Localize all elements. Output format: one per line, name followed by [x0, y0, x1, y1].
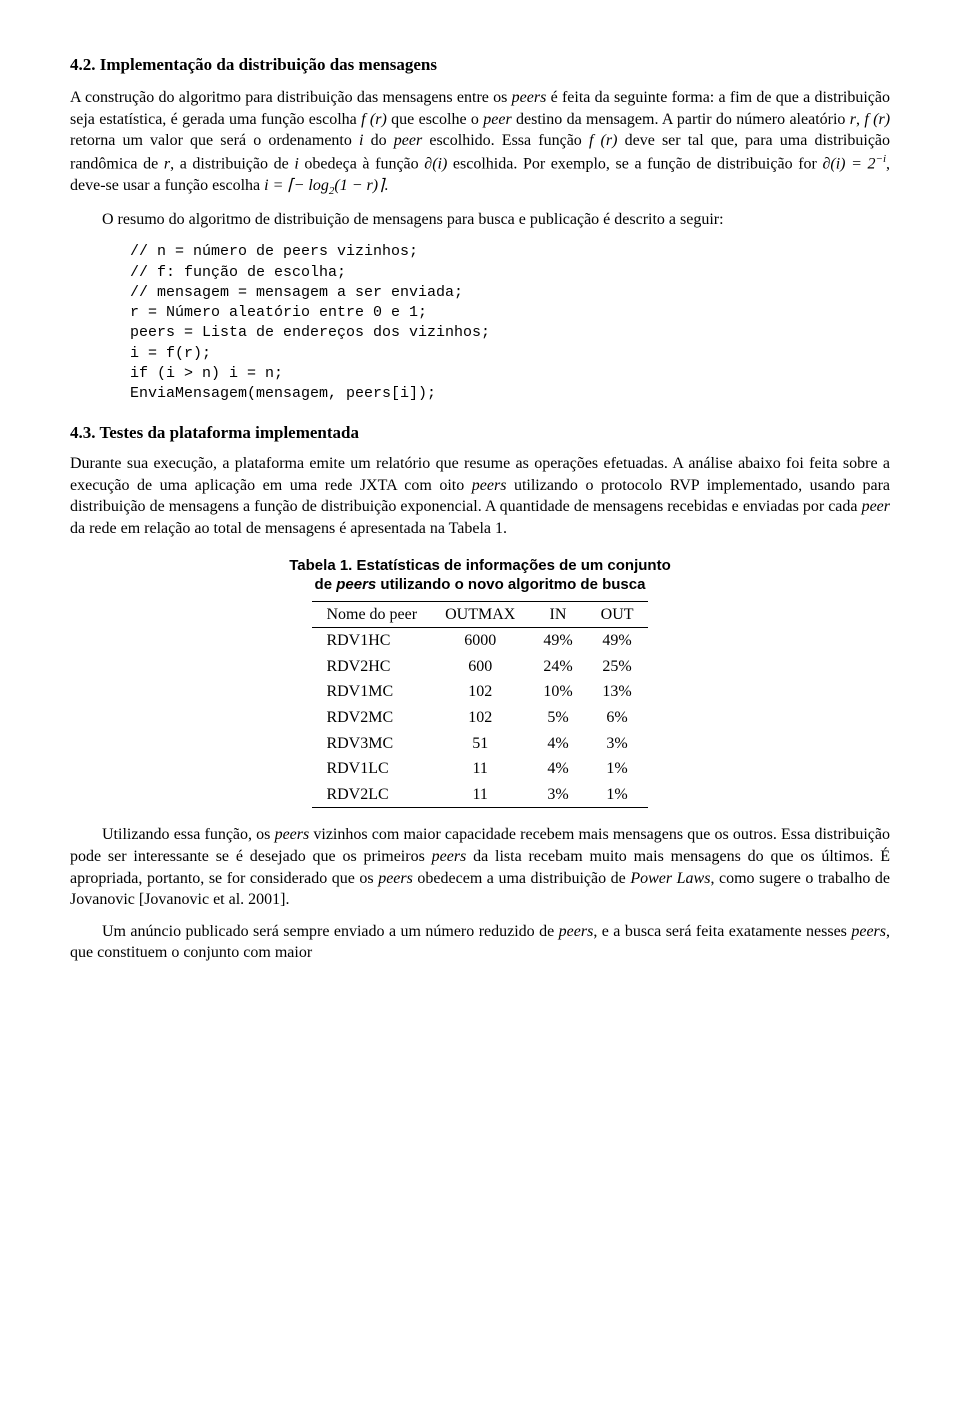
term-peers: peers — [851, 923, 886, 940]
table-cell: 1% — [587, 782, 648, 808]
table-cell: RDV1HC — [312, 628, 431, 654]
math-di-exp: −i — [876, 153, 886, 165]
table-cell: 5% — [529, 705, 586, 731]
text: retorna um valor que será o ordenamento — [70, 132, 359, 149]
table-cell: 11 — [431, 782, 529, 808]
term-peers: peers — [275, 826, 310, 843]
table-header-row: Nome do peer OUTMAX IN OUT — [312, 601, 647, 628]
text: . — [384, 177, 388, 194]
table1-caption: Tabela 1. Estatísticas de informações de… — [220, 556, 740, 595]
text: da rede em relação ao total de mensagens… — [70, 520, 507, 537]
table-row: RDV1MC10210%13% — [312, 679, 647, 705]
col-out: OUT — [587, 601, 648, 628]
table-row: RDV1HC600049%49% — [312, 628, 647, 654]
text: obedecem a uma distribuição de — [413, 870, 630, 887]
text: do — [363, 132, 393, 149]
math-di: ∂(i) — [424, 155, 447, 172]
table-cell: 6% — [587, 705, 648, 731]
col-in: IN — [529, 601, 586, 628]
table-cell: RDV2LC — [312, 782, 431, 808]
text: escolhido. Essa função — [422, 132, 589, 149]
table-cell: 4% — [529, 756, 586, 782]
algorithm-code: // n = número de peers vizinhos; // f: f… — [130, 242, 890, 404]
text: obedeça à função — [299, 155, 425, 172]
table-cell: 600 — [431, 654, 529, 680]
table-cell: RDV1LC — [312, 756, 431, 782]
table-cell: 1% — [587, 756, 648, 782]
table-cell: 4% — [529, 731, 586, 757]
para-4-2-2: O resumo do algoritmo de distribuição de… — [70, 209, 890, 231]
caption-line2-b: utilizando o novo algoritmo de busca — [376, 576, 645, 593]
table-cell: 3% — [587, 731, 648, 757]
math-esc-c: (1 − r)⌉ — [334, 177, 384, 194]
text: que escolhe o — [387, 111, 483, 128]
math-fr: f (r) — [864, 111, 890, 128]
term-power-laws: Power Laws — [630, 870, 710, 887]
math-di-eq: ∂(i) = 2 — [822, 155, 875, 172]
table-cell: 49% — [529, 628, 586, 654]
table-cell: RDV2MC — [312, 705, 431, 731]
col-outmax: OUTMAX — [431, 601, 529, 628]
para-4-3-2: Utilizando essa função, os peers vizinho… — [70, 824, 890, 910]
term-peers: peers — [378, 870, 413, 887]
col-nome: Nome do peer — [312, 601, 431, 628]
table-cell: RDV2HC — [312, 654, 431, 680]
term-peer: peer — [862, 498, 890, 515]
table-cell: 10% — [529, 679, 586, 705]
text: A construção do algoritmo para distribui… — [70, 89, 512, 106]
table-row: RDV2HC60024%25% — [312, 654, 647, 680]
para-4-3-1: Durante sua execução, a plataforma emite… — [70, 453, 890, 539]
text: escolhida. Por exemplo, se a função de d… — [447, 155, 822, 172]
text: Um anúncio publicado será sempre enviado… — [102, 923, 559, 940]
table-cell: RDV1MC — [312, 679, 431, 705]
term-peer: peer — [483, 111, 511, 128]
para-4-3-3: Um anúncio publicado será sempre enviado… — [70, 921, 890, 964]
table-row: RDV1LC114%1% — [312, 756, 647, 782]
table-cell: 11 — [431, 756, 529, 782]
table-cell: 102 — [431, 679, 529, 705]
table-row: RDV2LC113%1% — [312, 782, 647, 808]
term-peers: peers — [432, 848, 467, 865]
caption-line2-a: de — [315, 576, 337, 593]
text: , e a busca será feita exatamente nesses — [593, 923, 851, 940]
table-cell: 102 — [431, 705, 529, 731]
table-cell: 49% — [587, 628, 648, 654]
table-cell: 24% — [529, 654, 586, 680]
term-peers: peers — [336, 576, 376, 593]
text: Utilizando essa função, os — [102, 826, 275, 843]
table-row: RDV2MC1025%6% — [312, 705, 647, 731]
term-peers: peers — [512, 89, 547, 106]
math-esc-b: ⌈− log — [287, 177, 328, 194]
table1: Nome do peer OUTMAX IN OUT RDV1HC600049%… — [312, 601, 647, 809]
table-cell: 6000 — [431, 628, 529, 654]
table-cell: 13% — [587, 679, 648, 705]
caption-line1: Tabela 1. Estatísticas de informações de… — [289, 557, 671, 574]
table-cell: 51 — [431, 731, 529, 757]
para-4-2-1: A construção do algoritmo para distribui… — [70, 87, 890, 199]
math-fr: f (r) — [361, 111, 387, 128]
term-peers: peers — [472, 477, 507, 494]
text: , a distribuição de — [170, 155, 294, 172]
table-cell: 25% — [587, 654, 648, 680]
term-peer: peer — [394, 132, 422, 149]
math-fr: f (r) — [589, 132, 617, 149]
section-4-2-heading: 4.2. Implementação da distribuição das m… — [70, 54, 890, 77]
text: destino da mensagem. A partir do número … — [512, 111, 850, 128]
term-peers: peers — [559, 923, 594, 940]
table-cell: 3% — [529, 782, 586, 808]
table-cell: RDV3MC — [312, 731, 431, 757]
section-4-3-heading: 4.3. Testes da plataforma implementada — [70, 422, 890, 445]
table-row: RDV3MC514%3% — [312, 731, 647, 757]
table1-body: RDV1HC600049%49%RDV2HC60024%25%RDV1MC102… — [312, 628, 647, 808]
math-esc-a: i = — [264, 177, 287, 194]
